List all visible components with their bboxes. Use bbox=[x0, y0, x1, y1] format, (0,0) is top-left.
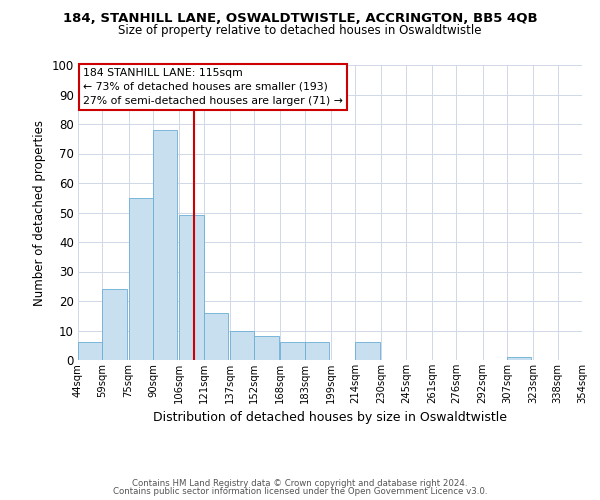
Bar bbox=[507, 357, 532, 360]
Text: Size of property relative to detached houses in Oswaldtwistle: Size of property relative to detached ho… bbox=[118, 24, 482, 37]
Text: Contains HM Land Registry data © Crown copyright and database right 2024.: Contains HM Land Registry data © Crown c… bbox=[132, 478, 468, 488]
Bar bbox=[153, 130, 178, 360]
Bar bbox=[305, 342, 329, 360]
Text: 184, STANHILL LANE, OSWALDTWISTLE, ACCRINGTON, BB5 4QB: 184, STANHILL LANE, OSWALDTWISTLE, ACCRI… bbox=[62, 12, 538, 26]
Bar bbox=[254, 336, 278, 360]
Y-axis label: Number of detached properties: Number of detached properties bbox=[33, 120, 46, 306]
Bar bbox=[179, 216, 203, 360]
Bar bbox=[355, 342, 380, 360]
Text: 184 STANHILL LANE: 115sqm
← 73% of detached houses are smaller (193)
27% of semi: 184 STANHILL LANE: 115sqm ← 73% of detac… bbox=[83, 68, 343, 106]
Bar bbox=[78, 342, 103, 360]
X-axis label: Distribution of detached houses by size in Oswaldtwistle: Distribution of detached houses by size … bbox=[153, 412, 507, 424]
Bar bbox=[203, 313, 228, 360]
Text: Contains public sector information licensed under the Open Government Licence v3: Contains public sector information licen… bbox=[113, 487, 487, 496]
Bar bbox=[280, 342, 305, 360]
Bar bbox=[103, 289, 127, 360]
Bar bbox=[230, 330, 254, 360]
Bar bbox=[128, 198, 153, 360]
